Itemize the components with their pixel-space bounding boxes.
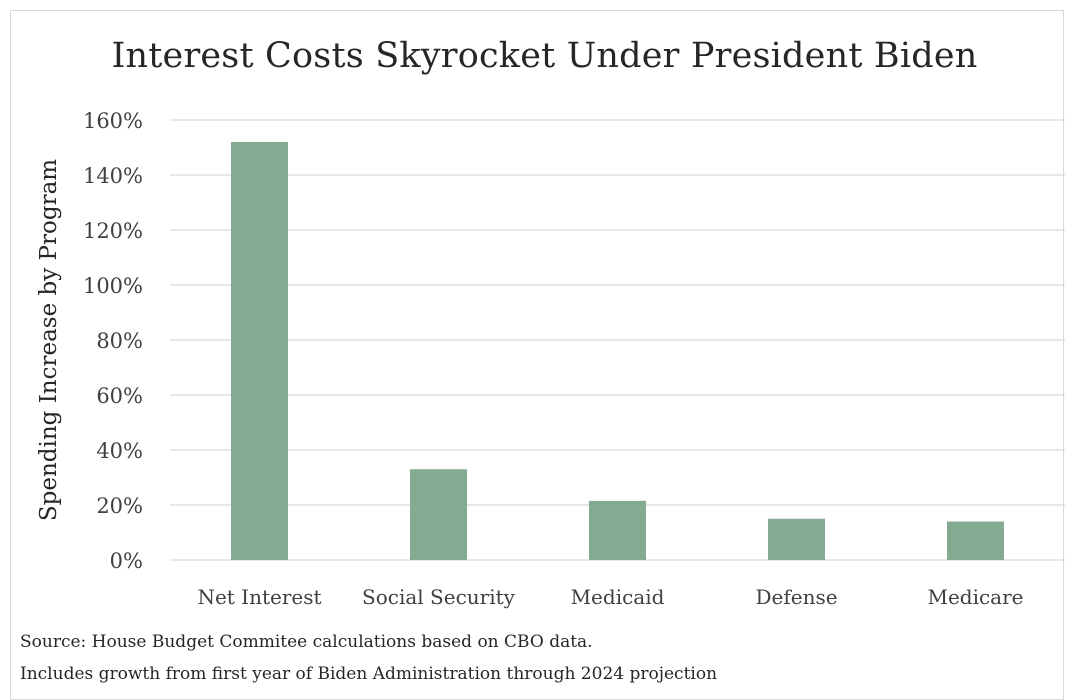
y-tick-label: 20% — [96, 494, 143, 518]
x-tick-label: Defense — [755, 585, 837, 609]
source-note: Source: House Budget Commitee calculatio… — [20, 632, 593, 652]
chart-title: Interest Costs Skyrocket Under President… — [111, 36, 978, 76]
bar-chart: 0% 20% 40% 60% 80% 100% 120% 140% 160% Net Intere… — [83, 109, 1065, 609]
y-tick-label: 80% — [96, 329, 143, 353]
x-tick-label: Medicaid — [571, 585, 665, 609]
bar — [231, 142, 288, 560]
x-tick-label: Net Interest — [197, 585, 321, 609]
y-tick-label: 160% — [83, 109, 143, 133]
bar — [410, 469, 467, 560]
y-tick-label: 60% — [96, 384, 143, 408]
bar — [768, 518, 825, 560]
x-tick-label: Medicare — [927, 585, 1023, 609]
x-tick-label: Social Security — [362, 585, 516, 609]
y-tick-label: 140% — [83, 164, 143, 188]
y-tick-label: 40% — [96, 439, 143, 463]
y-tick-label: 100% — [83, 274, 143, 298]
y-tick-label: 120% — [83, 219, 143, 243]
bar — [947, 521, 1004, 560]
includes-note: Includes growth from first year of Biden… — [20, 664, 718, 684]
chart-notes: Source: House Budget Commitee calculatio… — [20, 626, 717, 690]
bar — [589, 500, 646, 560]
y-tick-label: 0% — [110, 549, 143, 573]
